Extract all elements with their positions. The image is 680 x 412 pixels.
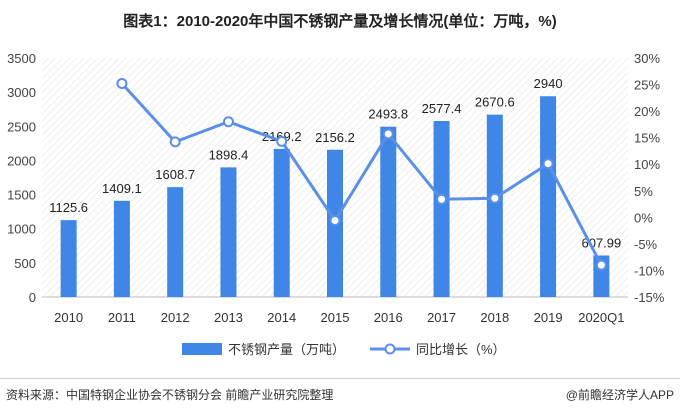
growth-point	[595, 259, 607, 271]
bar-value-label: 1125.6	[49, 200, 88, 215]
bar	[167, 187, 184, 297]
bar-value-label: 2577.4	[422, 101, 462, 116]
left-tick-label: 500	[14, 256, 36, 271]
right-tick-label: 25%	[634, 78, 660, 93]
left-tick-label: 0	[29, 290, 36, 305]
legend-bar-label: 不锈钢产量（万吨）	[228, 342, 345, 357]
brand-label: @前瞻经济学人APP	[565, 388, 674, 402]
right-tick-label: 0%	[634, 210, 653, 225]
x-tick-label: 2016	[374, 310, 403, 325]
legend-line-label: 同比增长（%）	[416, 342, 506, 357]
right-tick-label: 5%	[634, 184, 653, 199]
bar	[60, 220, 77, 297]
growth-point	[436, 193, 448, 205]
bar	[486, 114, 503, 297]
x-tick-label: 2020Q1	[578, 310, 624, 325]
bar-value-label: 2493.8	[368, 107, 408, 122]
x-tick-label: 2018	[480, 310, 509, 325]
right-tick-label: 15%	[634, 131, 660, 146]
growth-point	[116, 77, 128, 89]
right-tick-label: 30%	[634, 51, 660, 66]
x-tick-label: 2019	[534, 310, 563, 325]
x-tick-label: 2015	[321, 310, 350, 325]
source-note: 资料来源：中国特钢企业协会不锈钢分会 前瞻产业研究院整理	[6, 388, 334, 402]
bar-value-label: 1608.7	[155, 167, 195, 182]
bar-value-label: 2940	[534, 76, 563, 91]
bar-value-label: 1898.4	[209, 147, 249, 162]
growth-point	[382, 128, 394, 140]
left-tick-label: 3500	[7, 51, 36, 66]
x-tick-label: 2011	[108, 310, 136, 325]
bar	[220, 167, 237, 297]
left-tick-label: 2000	[7, 153, 36, 168]
bar	[380, 126, 397, 298]
right-tick-label: -15%	[634, 290, 665, 305]
right-tick-label: -5%	[634, 237, 658, 252]
x-tick-label: 2012	[161, 310, 190, 325]
x-tick-label: 2013	[214, 310, 243, 325]
growth-point	[222, 116, 234, 128]
bar-value-label: 2156.2	[315, 130, 355, 145]
x-tick-label: 2017	[427, 310, 456, 325]
bar	[113, 200, 130, 297]
growth-line	[120, 82, 603, 266]
x-tick-label: 2014	[267, 310, 296, 325]
legend-line-marker	[384, 343, 396, 355]
divider	[0, 378, 680, 379]
growth-point	[489, 192, 501, 204]
growth-point	[276, 135, 288, 147]
growth-point	[329, 215, 341, 227]
bar-value-label: 2670.6	[475, 95, 515, 110]
bar	[433, 121, 450, 297]
left-tick-label: 3000	[7, 85, 36, 100]
legend-bar-swatch	[182, 343, 222, 355]
chart-svg: 0 500 1000 1500 2000 2500 3000 3500 -15% -10% -5% 0…	[7, 51, 665, 357]
bar-value-label: 1409.1	[102, 181, 142, 196]
bar	[273, 148, 290, 297]
left-tick-label: 1000	[7, 222, 36, 237]
left-tick-label: 1500	[7, 188, 36, 203]
right-tick-label: -10%	[634, 263, 665, 278]
bar	[540, 96, 557, 298]
growth-point	[542, 158, 554, 170]
left-tick-label: 2500	[7, 119, 36, 134]
x-tick-label: 2010	[54, 310, 83, 325]
right-tick-label: 20%	[634, 104, 660, 119]
growth-point	[169, 136, 181, 148]
chart-title: 图表1：2010-2020年中国不锈钢产量及增长情况(单位：万吨，%)	[123, 13, 557, 30]
right-tick-label: 10%	[634, 157, 660, 172]
